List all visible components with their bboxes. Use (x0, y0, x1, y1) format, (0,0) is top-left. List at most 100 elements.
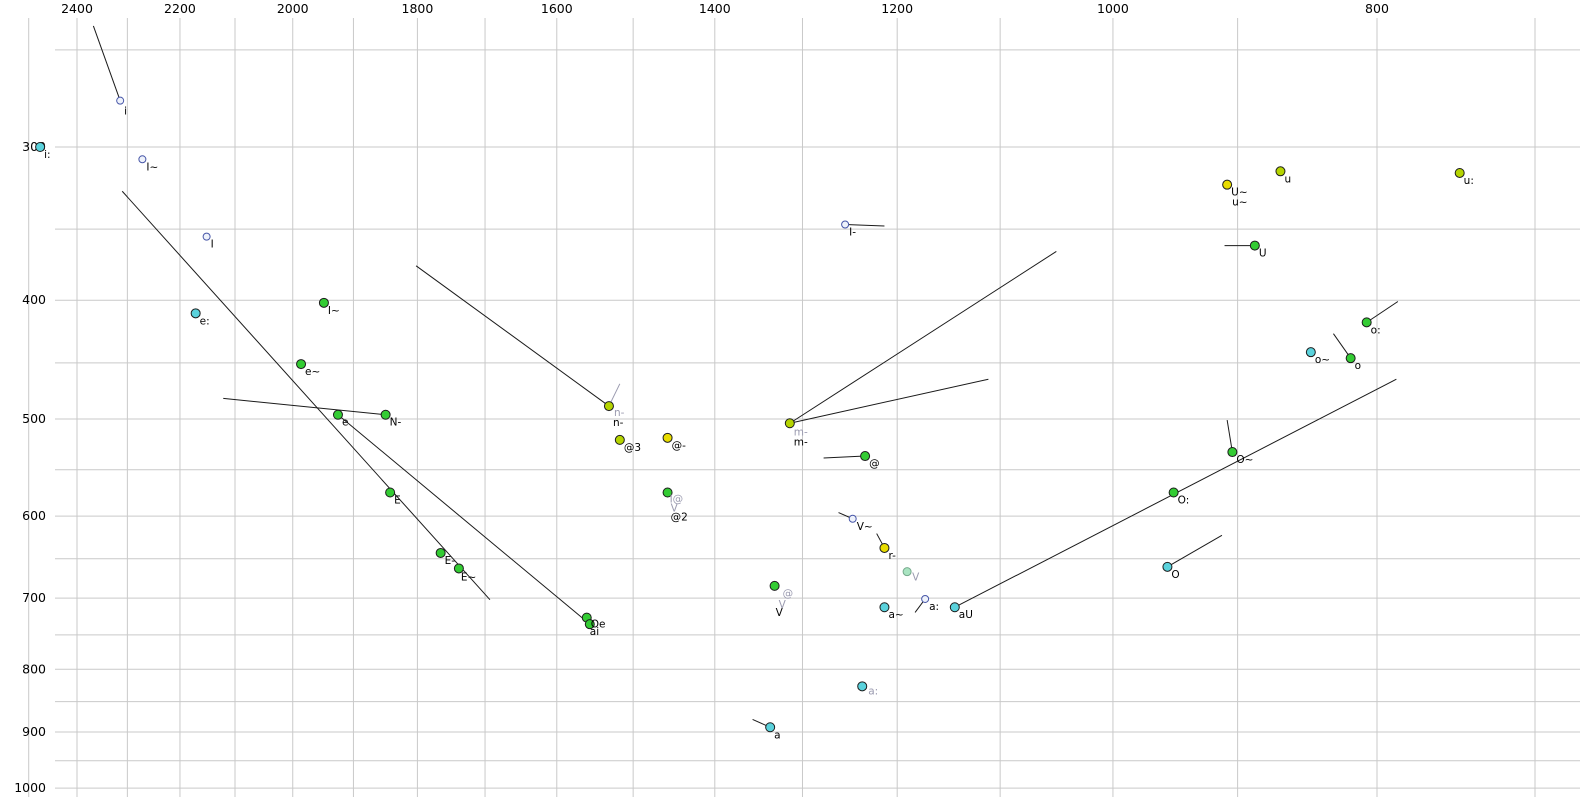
data-point (202, 232, 211, 241)
trajectory-line (337, 414, 591, 625)
trajectory-line (92, 25, 121, 101)
point-label: @ (869, 458, 880, 470)
trajectory-line (1366, 301, 1399, 323)
point-label: a~ (888, 609, 903, 621)
data-point (453, 563, 464, 574)
data-point (857, 681, 868, 692)
x-tick-label: 1400 (699, 1, 731, 16)
secondary-point-label: @ (783, 588, 794, 600)
point-label: O (1171, 569, 1179, 581)
data-point (614, 434, 625, 445)
data-point (385, 487, 396, 498)
point-label: e (342, 417, 348, 429)
y-tick-label: 700 (22, 590, 46, 605)
y-tick-label: 600 (22, 508, 46, 523)
point-label: O: (1178, 495, 1190, 507)
secondary-point-label: u~ (1232, 197, 1247, 209)
data-point (769, 580, 780, 591)
x-tick-label: 2000 (277, 1, 309, 16)
data-point (662, 487, 673, 498)
data-point (1454, 167, 1465, 178)
data-point (1361, 317, 1372, 328)
point-label: @- (672, 440, 687, 452)
trajectory-line (789, 251, 1057, 424)
data-point (1227, 447, 1238, 458)
point-label: V~ (857, 521, 873, 533)
point-label: @2 (671, 512, 688, 524)
y-tick-label: 1000 (14, 780, 46, 795)
point-label: O~ (1236, 454, 1253, 466)
point-label: i: (44, 149, 50, 161)
trajectory-line (415, 265, 610, 407)
data-point (380, 409, 391, 420)
point-label: I- (849, 227, 856, 239)
point-label: o (1355, 360, 1361, 372)
data-point (116, 96, 125, 105)
point-label: U~ (1231, 187, 1247, 199)
point-label: I~ (328, 305, 340, 317)
point-label: e: (200, 315, 210, 327)
secondary-point-label: n- (614, 407, 625, 419)
trajectory-line (121, 190, 491, 601)
data-point (1168, 487, 1179, 498)
data-point (1345, 353, 1356, 364)
x-tick-label: 2400 (61, 1, 93, 16)
y-tick-label: 900 (22, 724, 46, 739)
point-label: E~ (461, 571, 476, 583)
data-point (584, 619, 595, 630)
data-point (332, 409, 343, 420)
point-label: m- (794, 436, 808, 448)
secondary-point-label: m- (794, 426, 808, 438)
data-point (921, 594, 930, 603)
point-label: E (394, 495, 401, 507)
y-tick-label: 800 (22, 661, 46, 676)
secondary-point-label: I@ (670, 494, 684, 506)
trajectory-line (823, 455, 866, 459)
y-tick-label: 500 (22, 411, 46, 426)
point-label: E- (445, 555, 456, 567)
point-label: n- (613, 417, 624, 429)
point-label: ai (590, 626, 599, 638)
data-point (860, 451, 871, 462)
point-label: Oe (591, 619, 606, 631)
data-point (190, 308, 201, 319)
data-point (662, 432, 673, 443)
data-point (841, 220, 850, 229)
data-point (1305, 347, 1316, 358)
point-label: I~ (146, 161, 158, 173)
trajectory-line (1167, 534, 1223, 568)
point-label: u: (1464, 175, 1474, 187)
point-label: o: (1371, 324, 1381, 336)
point-label: i (124, 106, 127, 118)
point-label: aU (959, 609, 973, 621)
x-tick-label: 1600 (541, 1, 573, 16)
point-label: U (1259, 248, 1267, 260)
data-point (784, 418, 795, 429)
point-label: a: (929, 601, 939, 613)
y-tick-label: 400 (22, 292, 46, 307)
x-tick-label: 800 (1365, 1, 1389, 16)
data-point (765, 722, 776, 733)
x-tick-label: 1000 (1097, 1, 1129, 16)
data-point (603, 401, 614, 412)
point-label: a (774, 729, 780, 741)
x-tick-label: 2200 (164, 1, 196, 16)
data-point (35, 142, 46, 152)
x-tick-label: 1800 (402, 1, 434, 16)
point-label: u (1284, 173, 1291, 185)
trajectory-line (845, 224, 885, 227)
point-label: e~ (305, 366, 320, 378)
data-point (879, 602, 890, 613)
trajectory-line (789, 378, 989, 424)
point-label: N- (390, 417, 402, 429)
point-label: @3 (624, 442, 641, 454)
trajectory-line (223, 397, 386, 416)
point-label: r- (888, 550, 896, 562)
secondary-point-label: V (779, 599, 787, 611)
trajectory-line (1226, 419, 1233, 453)
point-label: V (912, 572, 920, 584)
data-point (1249, 240, 1260, 251)
data-point (1222, 179, 1233, 190)
